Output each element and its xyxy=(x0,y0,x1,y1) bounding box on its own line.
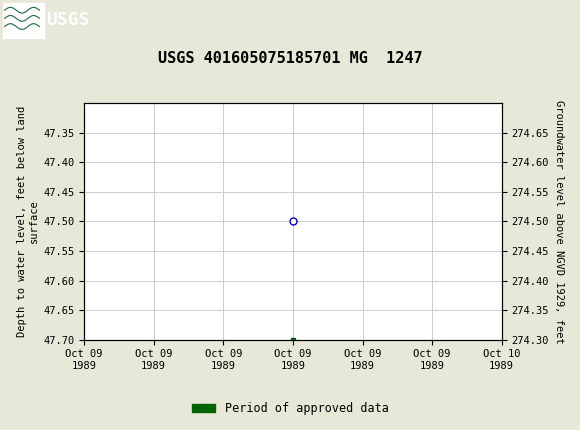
Y-axis label: Depth to water level, feet below land
surface: Depth to water level, feet below land su… xyxy=(17,106,39,337)
FancyBboxPatch shape xyxy=(3,3,43,37)
Text: USGS: USGS xyxy=(46,12,90,29)
Y-axis label: Groundwater level above NGVD 1929, feet: Groundwater level above NGVD 1929, feet xyxy=(554,100,564,343)
Legend: Period of approved data: Period of approved data xyxy=(187,397,393,420)
Text: USGS 401605075185701 MG  1247: USGS 401605075185701 MG 1247 xyxy=(158,51,422,66)
